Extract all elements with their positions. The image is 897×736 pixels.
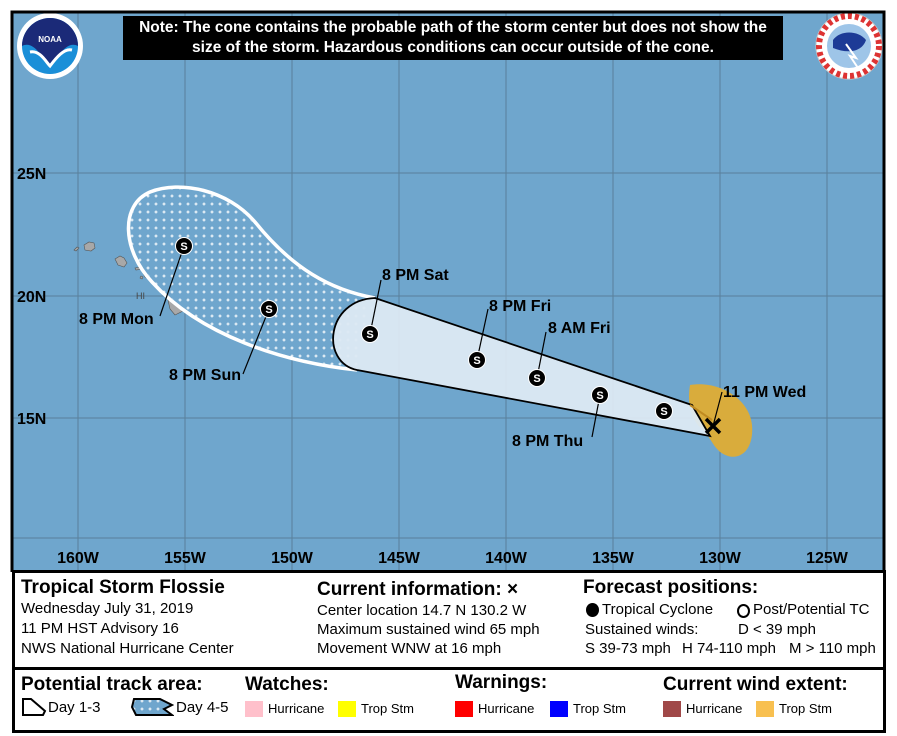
sustained-winds-label: Sustained winds: [585,621,699,638]
svg-text:S: S [596,390,603,402]
warnings-heading: Warnings: [455,672,548,693]
category-m: M > 110 mph [789,640,876,657]
ocean [12,12,884,572]
label-8pm-fri: 8 PM Fri [489,298,551,315]
category-s: S 39-73 mph [585,640,671,657]
forecast-marker-s: S [591,386,609,404]
max-wind: Maximum sustained wind 65 mph [317,621,540,638]
noaa-logo: NOAA [17,13,83,79]
lat-label-25n: 25N [17,166,46,183]
tc-legend: Tropical Cyclone [602,601,714,618]
wind-tropstm-label: Trop Stm [779,701,832,716]
lon-label: 155W [164,550,207,567]
forecast-heading: Forecast positions: [583,577,759,598]
warning-hurricane-label: Hurricane [478,701,535,716]
lon-label: 125W [806,550,849,567]
day-4-5-label: Day 4-5 [176,699,229,716]
tropical-cyclone-dot-icon [586,603,599,617]
lat-label-15n: 15N [17,411,46,428]
nws-logo [815,12,883,80]
advisory-number: 11 PM HST Advisory 16 [21,620,179,637]
label-8pm-thu: 8 PM Thu [512,433,583,450]
cone-day-4-5 [126,185,376,372]
legend-panel: Potential track area: Day 1-3 Day 4-5 Wa… [12,667,886,733]
lon-label: 145W [378,550,421,567]
category-d: D < 39 mph [738,621,816,638]
lon-label: 130W [699,550,742,567]
warning-hurricane-swatch [455,701,473,717]
lon-label: 160W [57,550,100,567]
wind-hurricane-swatch [663,701,681,717]
day-1-3-label: Day 1-3 [48,699,101,716]
svg-text:S: S [660,406,667,418]
svg-text:S: S [473,355,480,367]
warning-tropstm-label: Trop Stm [573,701,626,716]
label-8am-fri: 8 AM Fri [548,320,611,337]
forecast-marker-s: S [528,369,546,387]
current-position-x-icon [704,417,722,435]
svg-text:S: S [366,329,373,341]
label-8pm-sat: 8 PM Sat [382,267,449,284]
info-panel: Tropical Storm Flossie Wednesday July 31… [12,570,886,670]
forecast-marker-s: S [175,237,193,255]
ptc-legend: Post/Potential TC [753,601,870,618]
current-info-heading: Current information: × [317,579,519,600]
center-location: Center location 14.7 N 130.2 W [317,602,527,619]
svg-text:NOAA: NOAA [38,35,62,44]
forecast-marker-s: S [361,325,379,343]
forecast-marker-s: S [468,351,486,369]
watch-hurricane-label: Hurricane [268,701,325,716]
wind-extent-heading: Current wind extent: [663,674,848,695]
cone-day-1-3 [332,297,712,438]
lon-label: 150W [271,550,314,567]
forecast-marker-s: S [260,300,278,318]
forecast-marker-s: S [655,402,673,420]
svg-text:S: S [265,304,272,316]
svg-text:S: S [533,373,540,385]
lat-label-20n: 20N [17,289,46,306]
movement: Movement WNW at 16 mph [317,640,502,657]
wind-hurricane-label: Hurricane [686,701,743,716]
issuing-center: NWS National Hurricane Center [21,640,234,657]
category-h: H 74-110 mph [682,640,776,657]
label-8pm-mon: 8 PM Mon [79,311,154,328]
watch-tropstm-label: Trop Stm [361,701,414,716]
lon-label: 135W [592,550,635,567]
watch-tropstm-swatch [338,701,356,717]
track-area-heading: Potential track area: [21,674,203,695]
storm-name: Tropical Storm Flossie [21,577,225,598]
warning-tropstm-swatch [550,701,568,717]
label-8pm-sun: 8 PM Sun [169,367,241,384]
watch-hurricane-swatch [245,701,263,717]
state-label: HI [136,291,145,301]
storm-map: HI S S S S S S S 11 PM Wed 8 PM Thu 8 AM Fri 8… [10,10,886,572]
label-11pm-wed: 11 PM Wed [723,384,806,401]
day-1-3-cone-icon [22,698,47,716]
cone-disclaimer-note: Note: The cone contains the probable pat… [123,16,783,60]
advisory-date: Wednesday July 31, 2019 [21,600,194,617]
post-tc-circle-icon [737,604,750,618]
day-4-5-cone-icon [130,698,174,716]
wind-tropstm-swatch [756,701,774,717]
watches-heading: Watches: [245,674,329,695]
svg-text:S: S [180,241,187,253]
lon-label: 140W [485,550,528,567]
